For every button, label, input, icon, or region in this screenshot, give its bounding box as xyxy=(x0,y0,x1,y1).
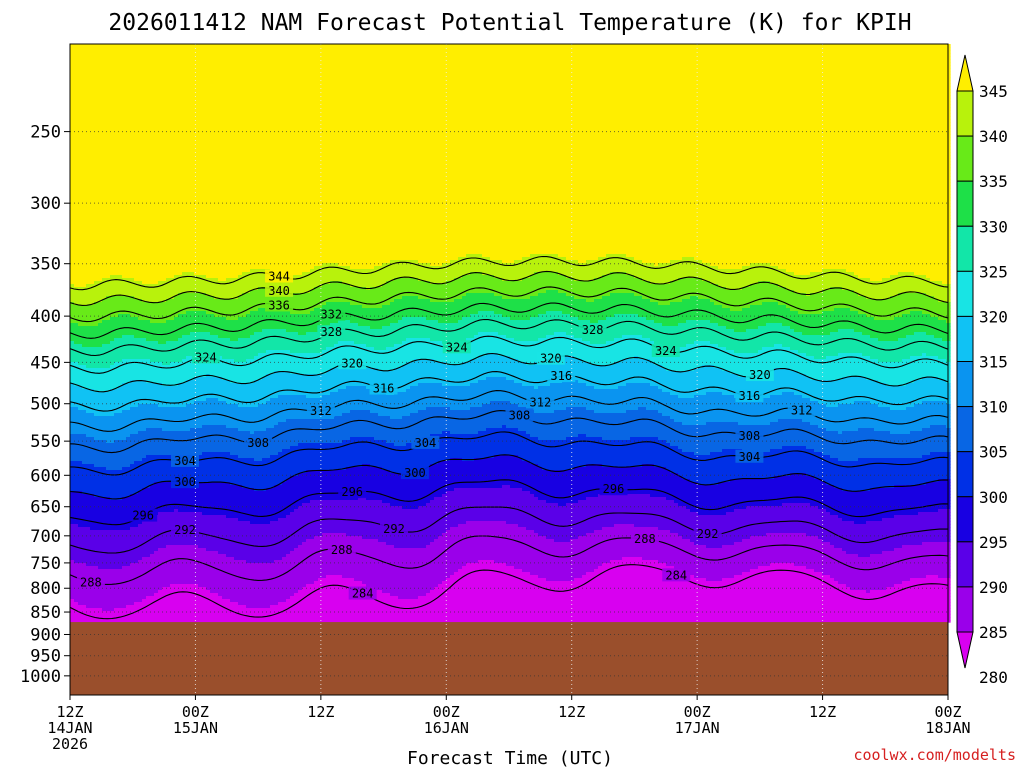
contour-label-312-1: 312 xyxy=(530,396,552,410)
y-axis: 2503003504004505005506006507007508008509… xyxy=(20,123,70,687)
y-tick-label-500: 500 xyxy=(30,395,61,415)
contour-label-292-1: 292 xyxy=(383,522,405,536)
x-tick-label-5-2: 17JAN xyxy=(675,719,720,737)
colorbar-label-325: 325 xyxy=(979,262,1008,281)
contour-label-328-0: 328 xyxy=(320,325,342,339)
colorbar-label-315: 315 xyxy=(979,353,1008,372)
colorbar-seg-2 xyxy=(957,136,973,181)
colorbar-seg-6 xyxy=(957,316,973,361)
y-tick-label-400: 400 xyxy=(30,307,61,327)
contour-label-308-2: 308 xyxy=(739,429,761,443)
contour-label-288-2: 288 xyxy=(634,532,656,546)
y-tick-label-950: 950 xyxy=(30,647,61,667)
y-tick-label-250: 250 xyxy=(30,123,61,143)
y-tick-label-350: 350 xyxy=(30,255,61,275)
colorbar-label-300: 300 xyxy=(979,488,1008,507)
colorbar-label-285: 285 xyxy=(979,623,1008,642)
colorbar-bottom xyxy=(957,632,973,668)
colorbar-seg-8 xyxy=(957,407,973,452)
x-tick-label-2-1: 12Z xyxy=(307,703,334,721)
colorbar-seg-10 xyxy=(957,497,973,542)
contour-label-340-0: 340 xyxy=(268,284,290,298)
contour-label-300-1: 300 xyxy=(404,466,426,480)
y-tick-label-900: 900 xyxy=(30,625,61,645)
contour-label-320-0: 320 xyxy=(341,356,363,370)
contour-label-296-2: 296 xyxy=(603,482,625,496)
contour-label-320-2: 320 xyxy=(749,368,771,382)
contour-label-292-0: 292 xyxy=(174,523,196,537)
contour-label-324-2: 324 xyxy=(655,344,677,358)
contour-label-316-1: 316 xyxy=(550,369,572,383)
colorbar-label-330: 330 xyxy=(979,217,1008,236)
contour-label-316-0: 316 xyxy=(373,382,395,396)
colorbar-seg-7 xyxy=(957,362,973,407)
x-axis-label: Forecast Time (UTC) xyxy=(407,748,613,768)
y-tick-label-1000: 1000 xyxy=(20,667,61,687)
colorbar-label-345: 345 xyxy=(979,82,1008,101)
x-tick-label-7-2: 18JAN xyxy=(925,719,970,737)
terrain-below-ground xyxy=(70,622,948,695)
x-tick-label-4-1: 12Z xyxy=(558,703,585,721)
contour-label-316-2: 316 xyxy=(739,389,761,403)
contour-label-332-0: 332 xyxy=(320,308,342,322)
x-tick-label-6-1: 12Z xyxy=(809,703,836,721)
contour-label-344-0: 344 xyxy=(268,269,290,283)
y-tick-label-450: 450 xyxy=(30,353,61,373)
colorbar-seg-9 xyxy=(957,452,973,497)
x-tick-label-0-3: 2026 xyxy=(52,735,88,753)
colorbar-label-290: 290 xyxy=(979,578,1008,597)
colorbar-label-335: 335 xyxy=(979,172,1008,191)
chart-title: 2026011412 NAM Forecast Potential Temper… xyxy=(108,10,911,36)
colorbar-label-295: 295 xyxy=(979,533,1008,552)
colorbar-seg-3 xyxy=(957,181,973,226)
y-tick-label-300: 300 xyxy=(30,194,61,214)
colorbar-label-320: 320 xyxy=(979,307,1008,326)
contour-label-300-0: 300 xyxy=(174,475,196,489)
contour-label-304-2: 304 xyxy=(739,450,761,464)
contour-label-320-1: 320 xyxy=(540,352,562,366)
colorbar-label-280: 280 xyxy=(979,668,1008,687)
y-tick-label-800: 800 xyxy=(30,579,61,599)
contour-label-284-1: 284 xyxy=(665,568,687,582)
colorbar: 345 340 335 330 325 320 315 310 305 300 295 290 285 2… xyxy=(957,55,1008,687)
y-tick-label-850: 850 xyxy=(30,603,61,623)
contour-label-328-1: 328 xyxy=(582,323,604,337)
contour-label-304-0: 304 xyxy=(174,454,196,468)
contour-label-288-0: 288 xyxy=(80,575,102,589)
contour-label-312-2: 312 xyxy=(791,403,813,417)
contour-label-312-0: 312 xyxy=(310,404,332,418)
colorbar-label-310: 310 xyxy=(979,398,1008,417)
contour-label-296-0: 296 xyxy=(132,509,154,523)
contour-label-336-0: 336 xyxy=(268,298,290,312)
colorbar-seg-11 xyxy=(957,542,973,587)
y-tick-label-550: 550 xyxy=(30,432,61,452)
contour-label-296-1: 296 xyxy=(341,485,363,499)
x-tick-label-1-2: 15JAN xyxy=(173,719,218,737)
y-tick-label-600: 600 xyxy=(30,466,61,486)
colorbar-top xyxy=(957,55,973,91)
contour-label-324-1: 324 xyxy=(446,340,468,354)
contour-label-288-1: 288 xyxy=(331,543,353,557)
colorbar-seg-4 xyxy=(957,226,973,271)
credit-text: coolwx.com/modelts xyxy=(853,746,1016,764)
y-tick-label-700: 700 xyxy=(30,527,61,547)
colorbar-label-340: 340 xyxy=(979,127,1008,146)
colorbar-seg-5 xyxy=(957,271,973,316)
colorbar-label-305: 305 xyxy=(979,443,1008,462)
x-tick-label-3-2: 16JAN xyxy=(424,719,469,737)
contour-label-292-2: 292 xyxy=(697,527,719,541)
contour-label-308-0: 308 xyxy=(247,436,269,450)
y-tick-label-750: 750 xyxy=(30,554,61,574)
terrain-fill xyxy=(70,622,948,695)
contour-label-308-1: 308 xyxy=(509,408,531,422)
colorbar-seg-1 xyxy=(957,91,973,136)
y-tick-label-650: 650 xyxy=(30,498,61,518)
colorbar-seg-12 xyxy=(957,587,973,632)
contour-label-304-1: 304 xyxy=(415,436,437,450)
